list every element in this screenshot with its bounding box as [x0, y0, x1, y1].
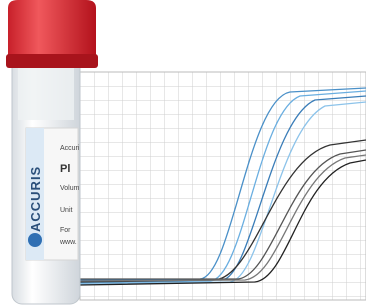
- chart-grid: [80, 72, 366, 300]
- label-line: www.: [59, 239, 77, 246]
- brand: ACCURIS: [28, 166, 43, 232]
- label-line: Accuri: [60, 145, 80, 152]
- label-line: Pl: [60, 163, 70, 175]
- label-line: Unit: [60, 207, 73, 214]
- label-line: Volum: [60, 185, 80, 192]
- label-line: For: [60, 227, 71, 234]
- product-image: ACCURIS Accuri Pl Volum Unit For www.: [0, 0, 366, 308]
